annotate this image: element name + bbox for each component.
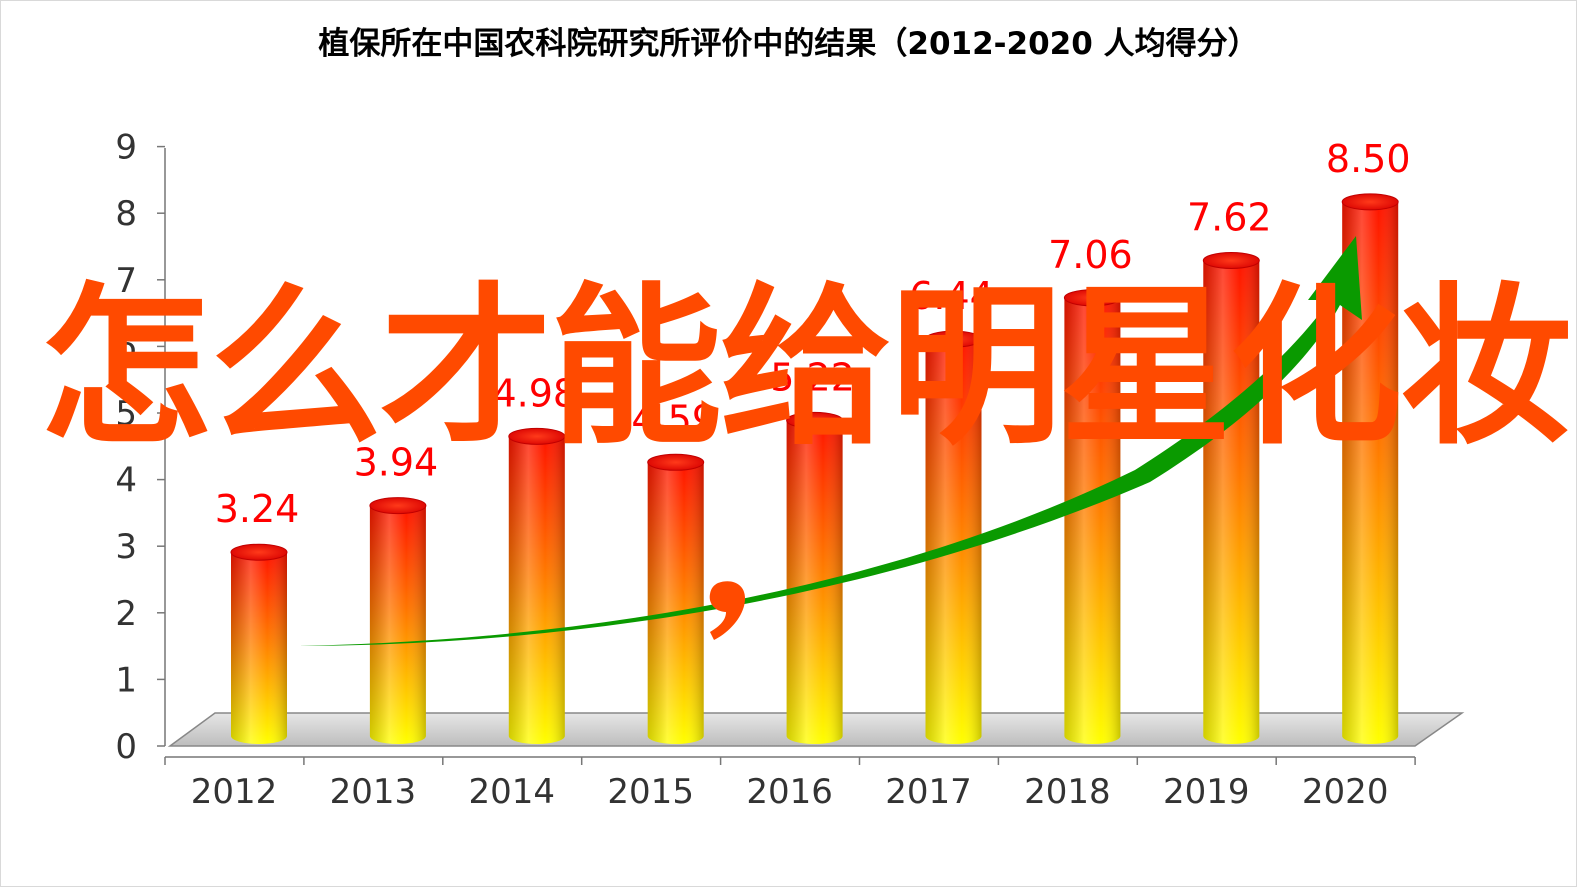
y-tick-label: 8 [115,194,137,234]
bar-2015 [647,453,705,744]
bar-2012 [230,543,288,744]
bar-2020 [1341,193,1399,744]
data-label: 4.98 [492,371,577,415]
x-tick-label: 2012 [191,772,278,812]
overlay-text: 怎么才能给明星化妆 [40,267,1572,468]
bar-cap [230,543,288,561]
data-label: 8.50 [1326,137,1411,181]
y-tick-label: 3 [115,527,137,567]
bar-cap [369,497,427,515]
data-label: 3.24 [215,487,300,531]
data-label: 7.62 [1187,196,1272,240]
bar-shade [925,339,982,744]
chart-title: 植保所在中国农科院研究所评价中的结果（2012-2020 人均得分） [318,26,1259,62]
data-label: 3.94 [354,441,439,485]
bar-2013 [369,497,427,744]
bar-cap [1341,193,1399,211]
y-tick-label: 7 [115,261,137,301]
y-tick-label: 5 [115,394,137,434]
x-tick-label: 2016 [746,772,833,812]
data-label: 5.22 [770,355,855,399]
bar-cap [786,411,844,429]
y-tick-label: 0 [115,727,137,767]
bar-cap [925,330,982,348]
y-tick-label: 4 [115,461,137,501]
bar-2014 [508,427,566,744]
x-tick-label: 2018 [1024,772,1111,812]
bar-cap [1202,252,1260,270]
x-tick-label: 2017 [885,772,972,812]
y-tick-label: 2 [115,594,137,634]
x-tick-label: 2014 [469,772,556,812]
y-tick-label: 1 [115,660,137,700]
bar-cap [1063,289,1121,307]
bar-2019 [1202,252,1260,744]
x-tick-label: 2013 [330,772,417,812]
bar-cap [647,453,705,471]
comma-mark [709,581,746,640]
bar-shade [369,505,426,744]
bar-shade [1342,201,1399,744]
bar-cap [508,427,566,445]
x-tick-label: 2019 [1163,772,1250,812]
data-label: 7.06 [1048,233,1133,277]
x-tick-label: 2020 [1302,772,1389,812]
y-tick-label: 9 [115,128,137,168]
bar-shade [1064,297,1121,744]
bar-shade [1203,260,1260,744]
x-tick-label: 2015 [607,772,694,812]
bar-shade [647,462,704,744]
bar-shade [231,552,287,744]
bar-2018 [1063,289,1121,744]
bar-2016 [786,411,844,744]
bar-shade [786,420,843,744]
data-label: 4.59 [631,397,716,441]
y-tick-label: 6 [115,327,137,367]
bar-2017 [925,330,982,744]
data-label: 6.44 [909,274,994,318]
bar-shade [508,436,565,744]
